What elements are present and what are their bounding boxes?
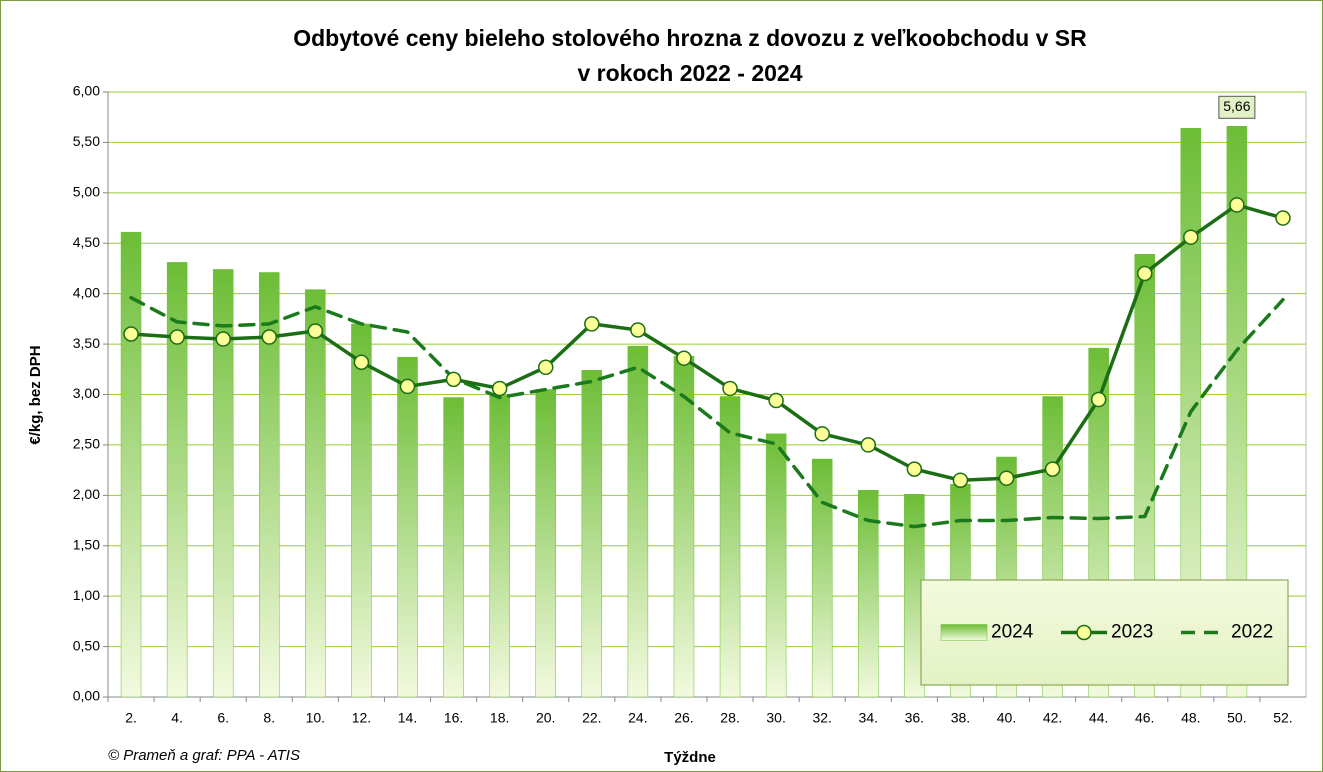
marker: [676, 350, 692, 366]
bar: [166, 262, 188, 698]
marker: [630, 322, 646, 338]
x-tick-label: 10.: [306, 710, 325, 726]
marker: [722, 380, 738, 397]
bar: [351, 323, 372, 698]
x-tick-label: 26.: [674, 710, 693, 726]
chart-title: Odbytové ceny bieleho stolového hrozna z…: [293, 25, 1087, 51]
y-tick-label: 6,00: [73, 83, 100, 99]
x-tick-label: 34.: [859, 710, 878, 726]
y-tick-label: 0,50: [73, 637, 100, 653]
marker: [1090, 391, 1107, 408]
x-axis-title: Týždne: [664, 749, 716, 766]
bar: [581, 370, 603, 698]
marker: [215, 331, 231, 347]
y-tick-label: 2,50: [73, 436, 100, 452]
marker: [1229, 197, 1245, 213]
bar: [443, 397, 464, 698]
bar: [858, 490, 879, 698]
bar: [627, 345, 649, 698]
marker: [860, 437, 877, 453]
bar: [673, 355, 695, 698]
x-tick-label: 42.: [1043, 710, 1062, 726]
y-tick-label: 4,50: [73, 234, 100, 250]
x-tick-label: 36.: [905, 710, 924, 726]
legend-label: 2024: [991, 622, 1034, 643]
x-tick-label: 46.: [1135, 710, 1154, 726]
legend-swatch: [940, 624, 988, 641]
x-tick-label: 38.: [951, 710, 970, 726]
y-axis-title: €/kg, bez DPH: [27, 345, 44, 444]
source-note: © Prameň a graf: PPA - ATIS: [108, 747, 300, 764]
marker: [1275, 210, 1291, 226]
marker: [261, 329, 278, 345]
marker: [998, 470, 1015, 486]
legend-label: 2023: [1111, 622, 1153, 643]
legend-marker: [1076, 624, 1092, 641]
marker: [584, 316, 600, 332]
legend-label: 2022: [1231, 622, 1273, 643]
marker: [1044, 461, 1061, 477]
x-tick-label: 48.: [1181, 710, 1200, 726]
y-tick-label: 3,00: [73, 385, 100, 401]
bar: [765, 433, 787, 698]
y-tick-label: 5,00: [73, 184, 100, 200]
x-tick-label: 6.: [217, 710, 229, 726]
y-tick-label: 5,50: [73, 133, 100, 149]
x-tick-label: 30.: [766, 710, 785, 726]
x-tick-label: 8.: [263, 710, 275, 726]
y-tick-label: 1,00: [73, 587, 100, 603]
bar: [719, 396, 741, 698]
marker: [768, 392, 784, 409]
marker: [307, 323, 324, 339]
marker: [445, 371, 462, 388]
marker: [537, 359, 554, 376]
x-tick-label: 20.: [536, 710, 555, 726]
x-tick-label: 50.: [1227, 710, 1246, 726]
dashed-line: [129, 295, 1285, 529]
x-tick-label: 2.: [125, 710, 137, 726]
bar: [120, 231, 142, 698]
marker: [814, 426, 830, 442]
bar: [811, 458, 833, 698]
y-tick-label: 0,00: [73, 688, 100, 704]
x-tick-label: 28.: [720, 710, 739, 726]
bar: [489, 394, 510, 698]
line: [129, 203, 1285, 482]
marker: [123, 326, 139, 342]
bar: [259, 272, 280, 698]
x-tick-label: 18.: [490, 710, 509, 726]
x-tick-label: 24.: [628, 710, 647, 726]
marker: [1183, 229, 1199, 245]
x-tick-label: 14.: [398, 710, 417, 726]
y-tick-label: 1,50: [73, 536, 100, 552]
x-tick-label: 12.: [352, 710, 371, 726]
x-tick-label: 40.: [997, 710, 1016, 726]
y-tick-label: 3,50: [73, 335, 100, 351]
bar: [1226, 126, 1248, 698]
marker: [399, 378, 416, 395]
chart-subtitle: v rokoch 2022 - 2024: [577, 60, 802, 86]
x-tick-label: 52.: [1273, 710, 1292, 726]
x-tick-label: 16.: [444, 710, 463, 726]
bar: [397, 356, 418, 698]
x-tick-label: 44.: [1089, 710, 1108, 726]
marker: [952, 472, 969, 488]
x-tick-label: 32.: [812, 710, 831, 726]
y-tick-label: 4,00: [73, 284, 100, 300]
x-tick-label: 22.: [582, 710, 601, 726]
bar: [305, 289, 326, 698]
data-label-box: [1218, 95, 1256, 119]
marker: [491, 380, 508, 397]
x-tick-label: 4.: [171, 710, 183, 726]
marker: [353, 354, 370, 370]
data-label: 5,66: [1223, 98, 1250, 114]
marker: [906, 461, 923, 477]
bar: [535, 389, 556, 698]
marker: [169, 329, 185, 345]
marker: [1136, 265, 1153, 282]
bar: [212, 269, 234, 698]
y-tick-label: 2,00: [73, 486, 100, 502]
